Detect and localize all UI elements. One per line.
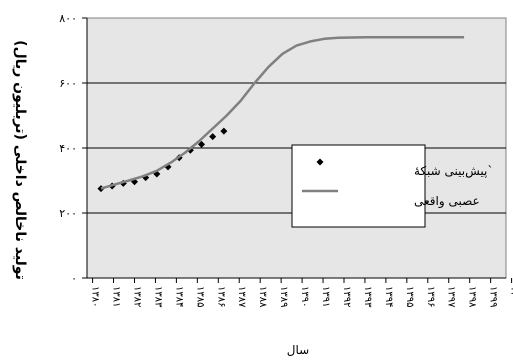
x-tick-label: ۱۳۹۳ (362, 286, 373, 308)
y-tick-label: ۲۰۰ (59, 207, 77, 220)
x-tick-label: ۱۳۹۶ (425, 286, 436, 307)
legend-label: `پیش‌بینی شبکهٔ (414, 164, 493, 179)
x-tick-label: ۱۳۹۸ (467, 286, 478, 308)
y-tick-label: ۴۰۰ (59, 142, 77, 155)
x-tick-label: ۱۳۹۴ (383, 286, 394, 307)
y-tick-label: ۶۰۰ (59, 77, 77, 90)
x-axis-label: سال (287, 343, 309, 357)
actual-line (100, 35, 465, 190)
legend (291, 144, 426, 228)
x-tick-label: ۱۳۸۵ (194, 286, 205, 307)
x-tick-label: ۱۳۹۹ (488, 286, 499, 307)
x-tick-label: ۱۳۹۱ (320, 286, 331, 307)
x-tick-label: ۱۳۸۱ (111, 286, 122, 307)
forecast-point (209, 133, 217, 141)
x-tick-label: ۱۳۸۰ (90, 286, 101, 307)
x-tick-label: ۱۳۸۴ (173, 286, 184, 307)
y-axis-label: تولید ناخالص داخلی (تریلیون ریال) (12, 40, 28, 280)
x-tick-label: ۱۳۸۳ (152, 286, 163, 308)
legend-label: عصبی واقعی (414, 194, 480, 209)
x-tick-label: ۱۳۸۸ (257, 286, 268, 308)
x-tick-label: ۱۳۸۷ (236, 286, 247, 308)
x-tick-label: ۱۳۸۶ (215, 286, 226, 307)
x-tick-label: ۱۳۹۰ (299, 286, 310, 307)
y-tick-label: ۸۰۰ (59, 12, 77, 25)
x-tick-label: ۱۴۰۰ (509, 286, 513, 307)
legend-marker-diamond (316, 158, 324, 166)
x-tick-label: ۱۳۹۲ (341, 286, 352, 307)
x-tick-label: ۱۳۹۷ (446, 286, 457, 308)
x-tick-label: ۱۳۸۹ (278, 286, 289, 307)
x-tick-label: ۱۳۸۲ (131, 286, 142, 307)
x-tick-label: ۱۳۹۵ (404, 286, 415, 307)
y-tick-label: ۰ (71, 272, 77, 285)
forecast-point (198, 140, 206, 148)
forecast-point (220, 127, 228, 135)
